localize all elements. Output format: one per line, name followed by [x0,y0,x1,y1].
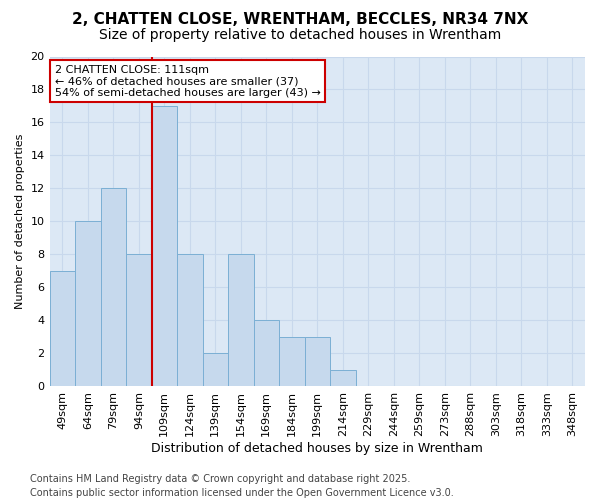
Text: Contains HM Land Registry data © Crown copyright and database right 2025.
Contai: Contains HM Land Registry data © Crown c… [30,474,454,498]
Y-axis label: Number of detached properties: Number of detached properties [15,134,25,309]
Bar [254,320,279,386]
Bar [75,222,101,386]
Text: 2, CHATTEN CLOSE, WRENTHAM, BECCLES, NR34 7NX: 2, CHATTEN CLOSE, WRENTHAM, BECCLES, NR3… [72,12,528,28]
Bar [50,271,75,386]
Bar [228,254,254,386]
Bar [203,354,228,386]
Text: Size of property relative to detached houses in Wrentham: Size of property relative to detached ho… [99,28,501,42]
Bar [177,254,203,386]
Bar [279,337,305,386]
Bar [330,370,356,386]
Bar [152,106,177,386]
Bar [101,188,126,386]
Bar [126,254,152,386]
X-axis label: Distribution of detached houses by size in Wrentham: Distribution of detached houses by size … [151,442,483,455]
Bar [305,337,330,386]
Text: 2 CHATTEN CLOSE: 111sqm
← 46% of detached houses are smaller (37)
54% of semi-de: 2 CHATTEN CLOSE: 111sqm ← 46% of detache… [55,64,321,98]
